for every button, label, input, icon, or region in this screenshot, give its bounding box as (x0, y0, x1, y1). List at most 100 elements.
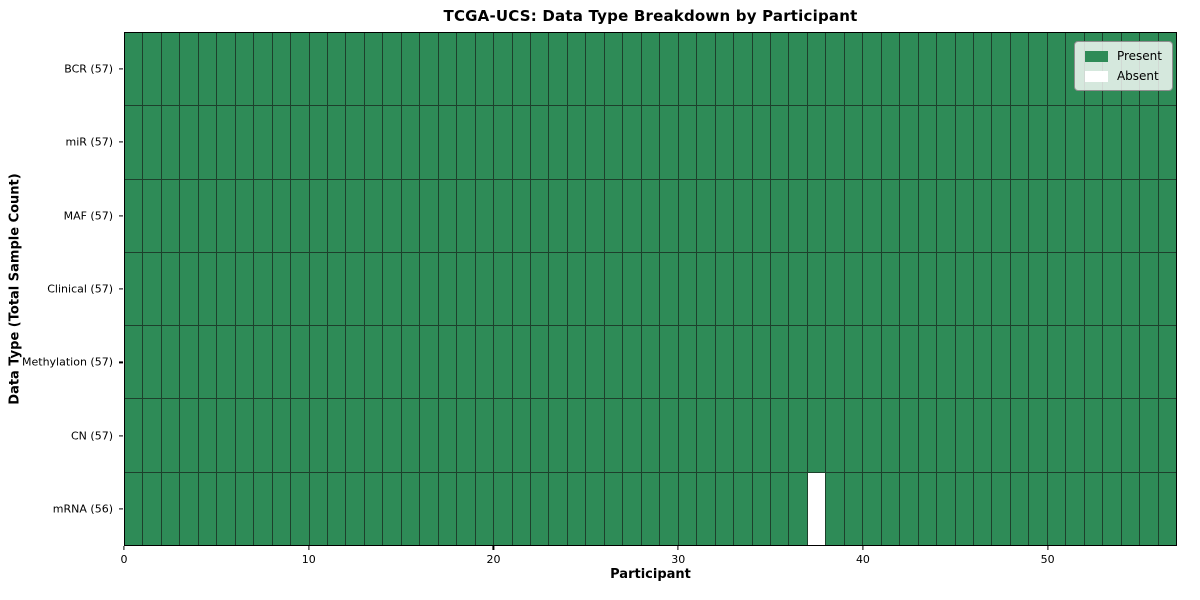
heatmap-cell (125, 179, 143, 252)
heatmap-cell (328, 472, 346, 545)
heatmap-cell (272, 326, 291, 399)
heatmap-cell (752, 472, 770, 545)
heatmap-cell (291, 33, 309, 106)
heatmap-cell (364, 33, 383, 106)
heatmap-cell (715, 472, 734, 545)
heatmap-cell (697, 326, 715, 399)
heatmap-cell (752, 179, 770, 252)
heatmap-cell (1029, 252, 1047, 326)
heatmap-cell (697, 252, 715, 326)
heatmap-cell (826, 399, 844, 472)
heatmap-cell (992, 179, 1010, 252)
heatmap-cell (1010, 399, 1029, 472)
heatmap-cell (697, 33, 715, 106)
heatmap-cell (918, 179, 937, 252)
heatmap-cell (863, 472, 881, 545)
heatmap-cell (770, 179, 789, 252)
heatmap-cell (235, 399, 254, 472)
x-tick-label: 50 (1040, 553, 1055, 566)
heatmap-cell (992, 33, 1010, 106)
heatmap-cell (494, 179, 512, 252)
heatmap-cell (217, 33, 235, 106)
heatmap-cell (641, 326, 660, 399)
heatmap-cell (992, 326, 1010, 399)
heatmap-cell (161, 472, 180, 545)
heatmap-cell (438, 252, 457, 326)
heatmap-cell (235, 252, 254, 326)
heatmap-cell (1047, 326, 1066, 399)
heatmap-cell (328, 399, 346, 472)
heatmap-cell (180, 33, 198, 106)
heatmap-cell (1140, 252, 1158, 326)
heatmap-cell (604, 399, 623, 472)
heatmap-cell (291, 399, 309, 472)
heatmap-cell (1121, 252, 1140, 326)
heatmap-cell (807, 326, 826, 399)
heatmap-cell (254, 399, 272, 472)
heatmap-cell (346, 399, 364, 472)
heatmap-cell (475, 472, 494, 545)
heatmap-cell (1140, 399, 1158, 472)
heatmap-cell (1158, 252, 1176, 326)
heatmap-cell (549, 252, 567, 326)
heatmap-cell (438, 33, 457, 106)
heatmap-cell (494, 33, 512, 106)
heatmap-cell (1121, 472, 1140, 545)
heatmap-cell (1158, 326, 1176, 399)
heatmap-cell (125, 33, 143, 106)
heatmap-cell (1010, 106, 1029, 179)
heatmap-cell (549, 179, 567, 252)
heatmap-cell (678, 399, 697, 472)
x-tick-label: 30 (671, 553, 686, 566)
heatmap-cell (660, 179, 678, 252)
heatmap-cell (1121, 179, 1140, 252)
heatmap-cell (420, 33, 438, 106)
heatmap-cell (346, 252, 364, 326)
heatmap-cell (863, 179, 881, 252)
heatmap-cell (328, 326, 346, 399)
heatmap-cell (678, 106, 697, 179)
y-tick-mark (119, 361, 123, 364)
heatmap-cell (401, 326, 420, 399)
heatmap-cell (678, 252, 697, 326)
heatmap-cell (457, 106, 475, 179)
x-tick-label: 20 (486, 553, 501, 566)
heatmap-cell (752, 326, 770, 399)
heatmap-cell (715, 33, 734, 106)
heatmap-cell (1010, 179, 1029, 252)
heatmap-cell (309, 399, 328, 472)
heatmap-cell (549, 33, 567, 106)
heatmap-cell (844, 326, 863, 399)
heatmap-cell (678, 326, 697, 399)
heatmap-cell (180, 179, 198, 252)
heatmap-cell (235, 472, 254, 545)
heatmap-cell (309, 472, 328, 545)
heatmap-cell (401, 472, 420, 545)
heatmap-cell (309, 326, 328, 399)
heatmap-cell (420, 252, 438, 326)
x-tick-mark (677, 546, 679, 550)
heatmap-cell (955, 252, 973, 326)
heatmap-cell (881, 326, 900, 399)
heatmap-cell (1047, 399, 1066, 472)
heatmap-cell (1103, 252, 1121, 326)
heatmap-cell (567, 179, 586, 252)
heatmap-cell (1103, 326, 1121, 399)
heatmap-cell (217, 326, 235, 399)
y-tick-mark (119, 508, 123, 510)
heatmap-cell (161, 33, 180, 106)
heatmap-cell (734, 106, 752, 179)
heatmap-cell (531, 472, 549, 545)
heatmap-cell (512, 326, 531, 399)
heatmap-cell (586, 106, 604, 179)
heatmap-cell (272, 252, 291, 326)
heatmap-cell (512, 399, 531, 472)
heatmap-cell (457, 472, 475, 545)
heatmap-cell (1066, 326, 1084, 399)
y-axis-ticks: BCR (57) miR (57) MAF (57) Clinical (57) Met… (0, 32, 124, 546)
heatmap-cell (1047, 106, 1066, 179)
heatmap-cell (383, 252, 401, 326)
heatmap-cell (586, 472, 604, 545)
heatmap-cell (1140, 326, 1158, 399)
